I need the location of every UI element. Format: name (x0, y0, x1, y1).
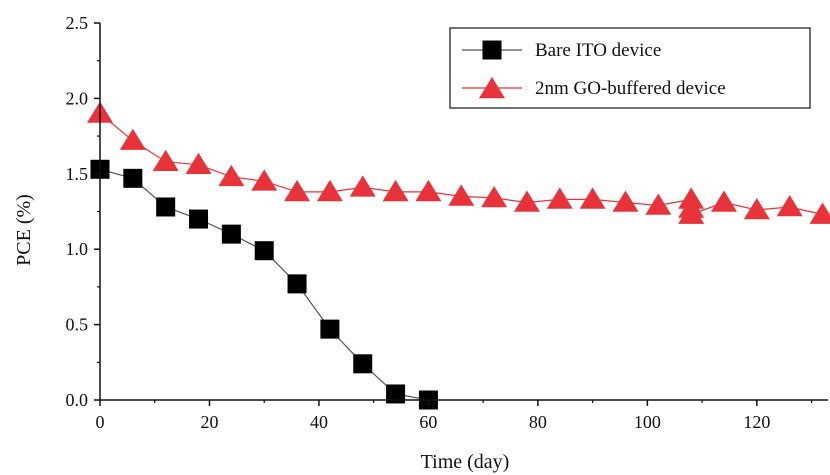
go-buffered-point (776, 195, 803, 217)
go-buffered-point (579, 187, 606, 209)
x-axis-label: Time (day) (421, 451, 510, 473)
go-buffered-point (218, 164, 245, 187)
go-buffered-point (251, 169, 278, 191)
go-buffered-point (119, 128, 146, 150)
series-line-bare-ito (99, 168, 429, 401)
go-buffered-point (809, 202, 830, 224)
axes: 0.0 0.5 1.0 1.5 2.0 2.5 0 20 40 60 80 100 120 (66, 13, 828, 432)
go-buffered-point (349, 175, 376, 197)
bare-ito-point (156, 197, 176, 217)
go-buffered-point (185, 152, 212, 175)
go-buffered-point (546, 187, 573, 209)
y-tick-label: 2.5 (66, 13, 89, 33)
x-tick-label: 80 (529, 412, 547, 432)
go-buffered-point (152, 149, 179, 172)
legend-label-bare-ito: Bare ITO device (535, 40, 661, 61)
legend: Bare ITO device 2nm GO-buffered device (449, 27, 811, 109)
bare-ito-point (287, 274, 307, 294)
bare-ito-point (254, 241, 274, 261)
x-tick-label: 120 (743, 412, 770, 432)
go-buffered-point (612, 190, 639, 212)
bare-ito-point (189, 209, 209, 229)
bare-ito-point (353, 354, 373, 374)
series-lines (99, 113, 823, 401)
go-buffered-point (415, 179, 442, 202)
go-buffered-point (678, 202, 705, 224)
y-axis-label: PCE (%) (13, 194, 35, 266)
y-tick-label: 1.5 (66, 164, 89, 184)
bare-ito-point (221, 224, 241, 244)
legend-marker (482, 40, 502, 60)
go-buffered-point (513, 190, 540, 212)
go-buffered-point (284, 179, 311, 202)
x-tick-label: 20 (200, 412, 218, 432)
y-tick-label: 0.0 (66, 390, 89, 410)
y-tick-label: 0.5 (66, 315, 89, 335)
bare-ito-point (386, 384, 406, 404)
legend-label-go-buffered: 2nm GO-buffered device (535, 78, 726, 99)
x-tick-label: 0 (96, 412, 105, 432)
go-buffered-point (382, 179, 409, 202)
go-buffered-point (481, 185, 508, 208)
x-tick-label: 40 (310, 412, 328, 432)
go-buffered-point (711, 190, 737, 212)
bare-ito-point (123, 168, 143, 188)
go-buffered-point (645, 193, 672, 215)
legend-box (449, 27, 811, 109)
x-tick-label: 60 (419, 412, 437, 432)
bare-ito-point (320, 319, 340, 339)
go-buffered-point (448, 184, 475, 206)
legend-marker (479, 77, 505, 99)
series-markers (87, 101, 830, 410)
y-tick-label: 1.0 (66, 239, 89, 259)
y-tick-label: 2.0 (66, 88, 89, 108)
x-tick-label: 100 (634, 412, 661, 432)
go-buffered-point (316, 179, 343, 202)
go-buffered-point (743, 198, 770, 220)
